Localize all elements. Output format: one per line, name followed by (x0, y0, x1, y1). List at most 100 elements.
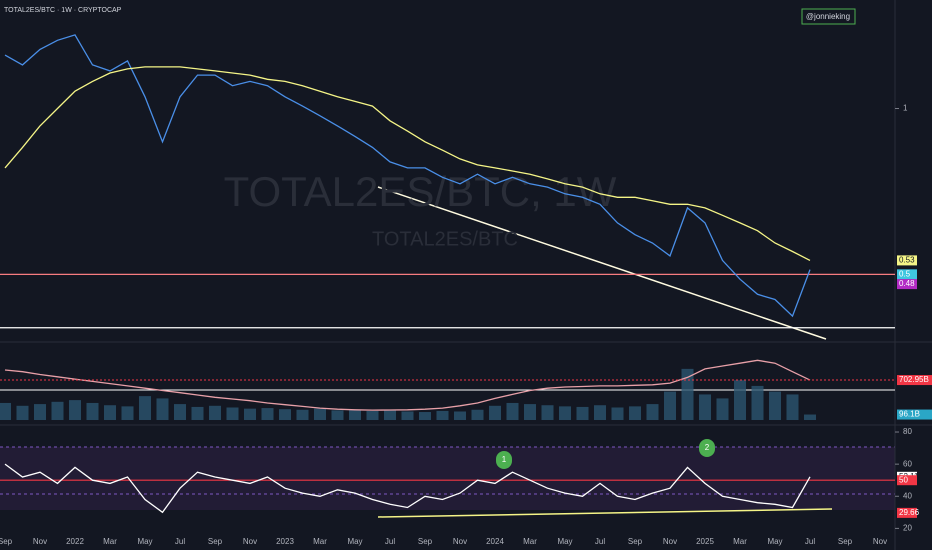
price-label: 702.95B (899, 375, 929, 384)
volume-bar (314, 408, 326, 420)
volume-bar (51, 401, 64, 420)
volume-bar (594, 405, 606, 420)
y-tick-label: 1 (903, 104, 908, 113)
volume-bar (209, 405, 221, 420)
series-line (4, 463, 811, 514)
volume-bar (716, 398, 729, 420)
x-tick-label: Mar (313, 537, 327, 546)
volume-bar (331, 410, 344, 420)
x-tick-label: Nov (243, 537, 257, 546)
volume-bar (734, 380, 746, 420)
volume-bar (471, 409, 484, 420)
x-tick-label: May (557, 537, 572, 546)
volume-bar (419, 412, 431, 420)
volume-bar (699, 394, 711, 420)
volume-bar (384, 410, 396, 420)
volume-bar (489, 405, 501, 420)
volume-bar (454, 411, 466, 420)
volume-bar (576, 406, 589, 420)
volume-bar (506, 402, 519, 420)
rsi-band (0, 447, 895, 510)
y-tick-label: 60 (903, 459, 912, 468)
x-tick-label: Mar (103, 537, 117, 546)
volume-bar (261, 408, 274, 420)
annotation: 2 (705, 443, 710, 452)
x-tick-label: Sep (628, 537, 643, 546)
price-label-box (897, 475, 917, 486)
annotation: 1 (502, 455, 507, 464)
x-tick-label: 2022 (66, 537, 84, 546)
y-tick-label: 80 (903, 427, 912, 436)
x-tick-label: Sep (208, 537, 223, 546)
volume-bar (86, 402, 99, 420)
price-label: 0.48 (899, 279, 915, 288)
volume-bar (751, 385, 764, 420)
annotation-bubble (699, 439, 715, 457)
volume-bar (191, 406, 204, 420)
volume-bar (349, 409, 361, 420)
trend-line (377, 186, 827, 340)
x-tick-label: Nov (873, 537, 887, 546)
annotation-bubble (496, 451, 512, 469)
watermark-sub: TOTAL2ES/BTC (372, 228, 518, 250)
volume-bar (769, 391, 781, 420)
volume-bar (279, 409, 291, 420)
author-box (801, 8, 856, 25)
x-tick-label: Sep (0, 537, 13, 546)
volume-bar (664, 391, 676, 420)
chart-title: TOTAL2ES/BTC · 1W · CRYPTOCAP (4, 7, 122, 14)
volume-bar (121, 406, 134, 420)
x-tick-label: Jul (805, 537, 815, 546)
volume-bar (296, 409, 309, 420)
x-tick-label: May (347, 537, 362, 546)
volume-bar (104, 405, 116, 420)
volume-bar (629, 406, 641, 420)
volume-bar (16, 405, 29, 420)
price-label: 0.53 (899, 256, 915, 265)
price-label: 50 (899, 475, 908, 484)
price-label-box (897, 507, 917, 518)
volume-bar (244, 408, 256, 420)
volume-bar (366, 410, 379, 420)
series-line (4, 359, 811, 411)
series-line (4, 34, 811, 318)
x-tick-label: Nov (453, 537, 467, 546)
volume-bar (611, 407, 624, 420)
volume-bar (436, 410, 449, 420)
volume-bar (139, 396, 151, 420)
price-label-box (897, 269, 917, 280)
price-label-box (897, 375, 932, 386)
volume-bar (646, 404, 659, 420)
price-label-box (897, 409, 932, 420)
x-tick-label: Sep (838, 537, 853, 546)
author: @jonnieking (806, 12, 850, 21)
volume-bar (541, 405, 554, 420)
volume-bar (156, 398, 169, 420)
x-tick-label: Mar (733, 537, 747, 546)
x-tick-label: Jul (175, 537, 185, 546)
price-label-box (897, 255, 917, 266)
x-tick-label: May (137, 537, 152, 546)
price-label-box (897, 279, 917, 290)
y-tick-label: 40 (903, 491, 912, 500)
x-tick-label: Sep (418, 537, 433, 546)
x-tick-label: 2023 (276, 537, 294, 546)
x-tick-label: Nov (663, 537, 677, 546)
volume-bar (401, 411, 414, 420)
volume-bar (0, 402, 11, 420)
x-tick-label: Jul (595, 537, 605, 546)
x-tick-label: Mar (523, 537, 537, 546)
volume-bar (681, 368, 694, 420)
series-line (4, 66, 811, 261)
x-tick-label: May (767, 537, 782, 546)
watermark: TOTAL2ES/BTC, 1W (224, 168, 617, 215)
trend-line (377, 508, 833, 518)
price-label: 29.66 (899, 508, 920, 517)
volume-bar (804, 414, 816, 420)
volume-bar (559, 406, 571, 420)
volume-bar (174, 404, 186, 420)
x-tick-label: Nov (33, 537, 47, 546)
volume-bar (226, 407, 239, 420)
volume-bar (34, 404, 46, 420)
